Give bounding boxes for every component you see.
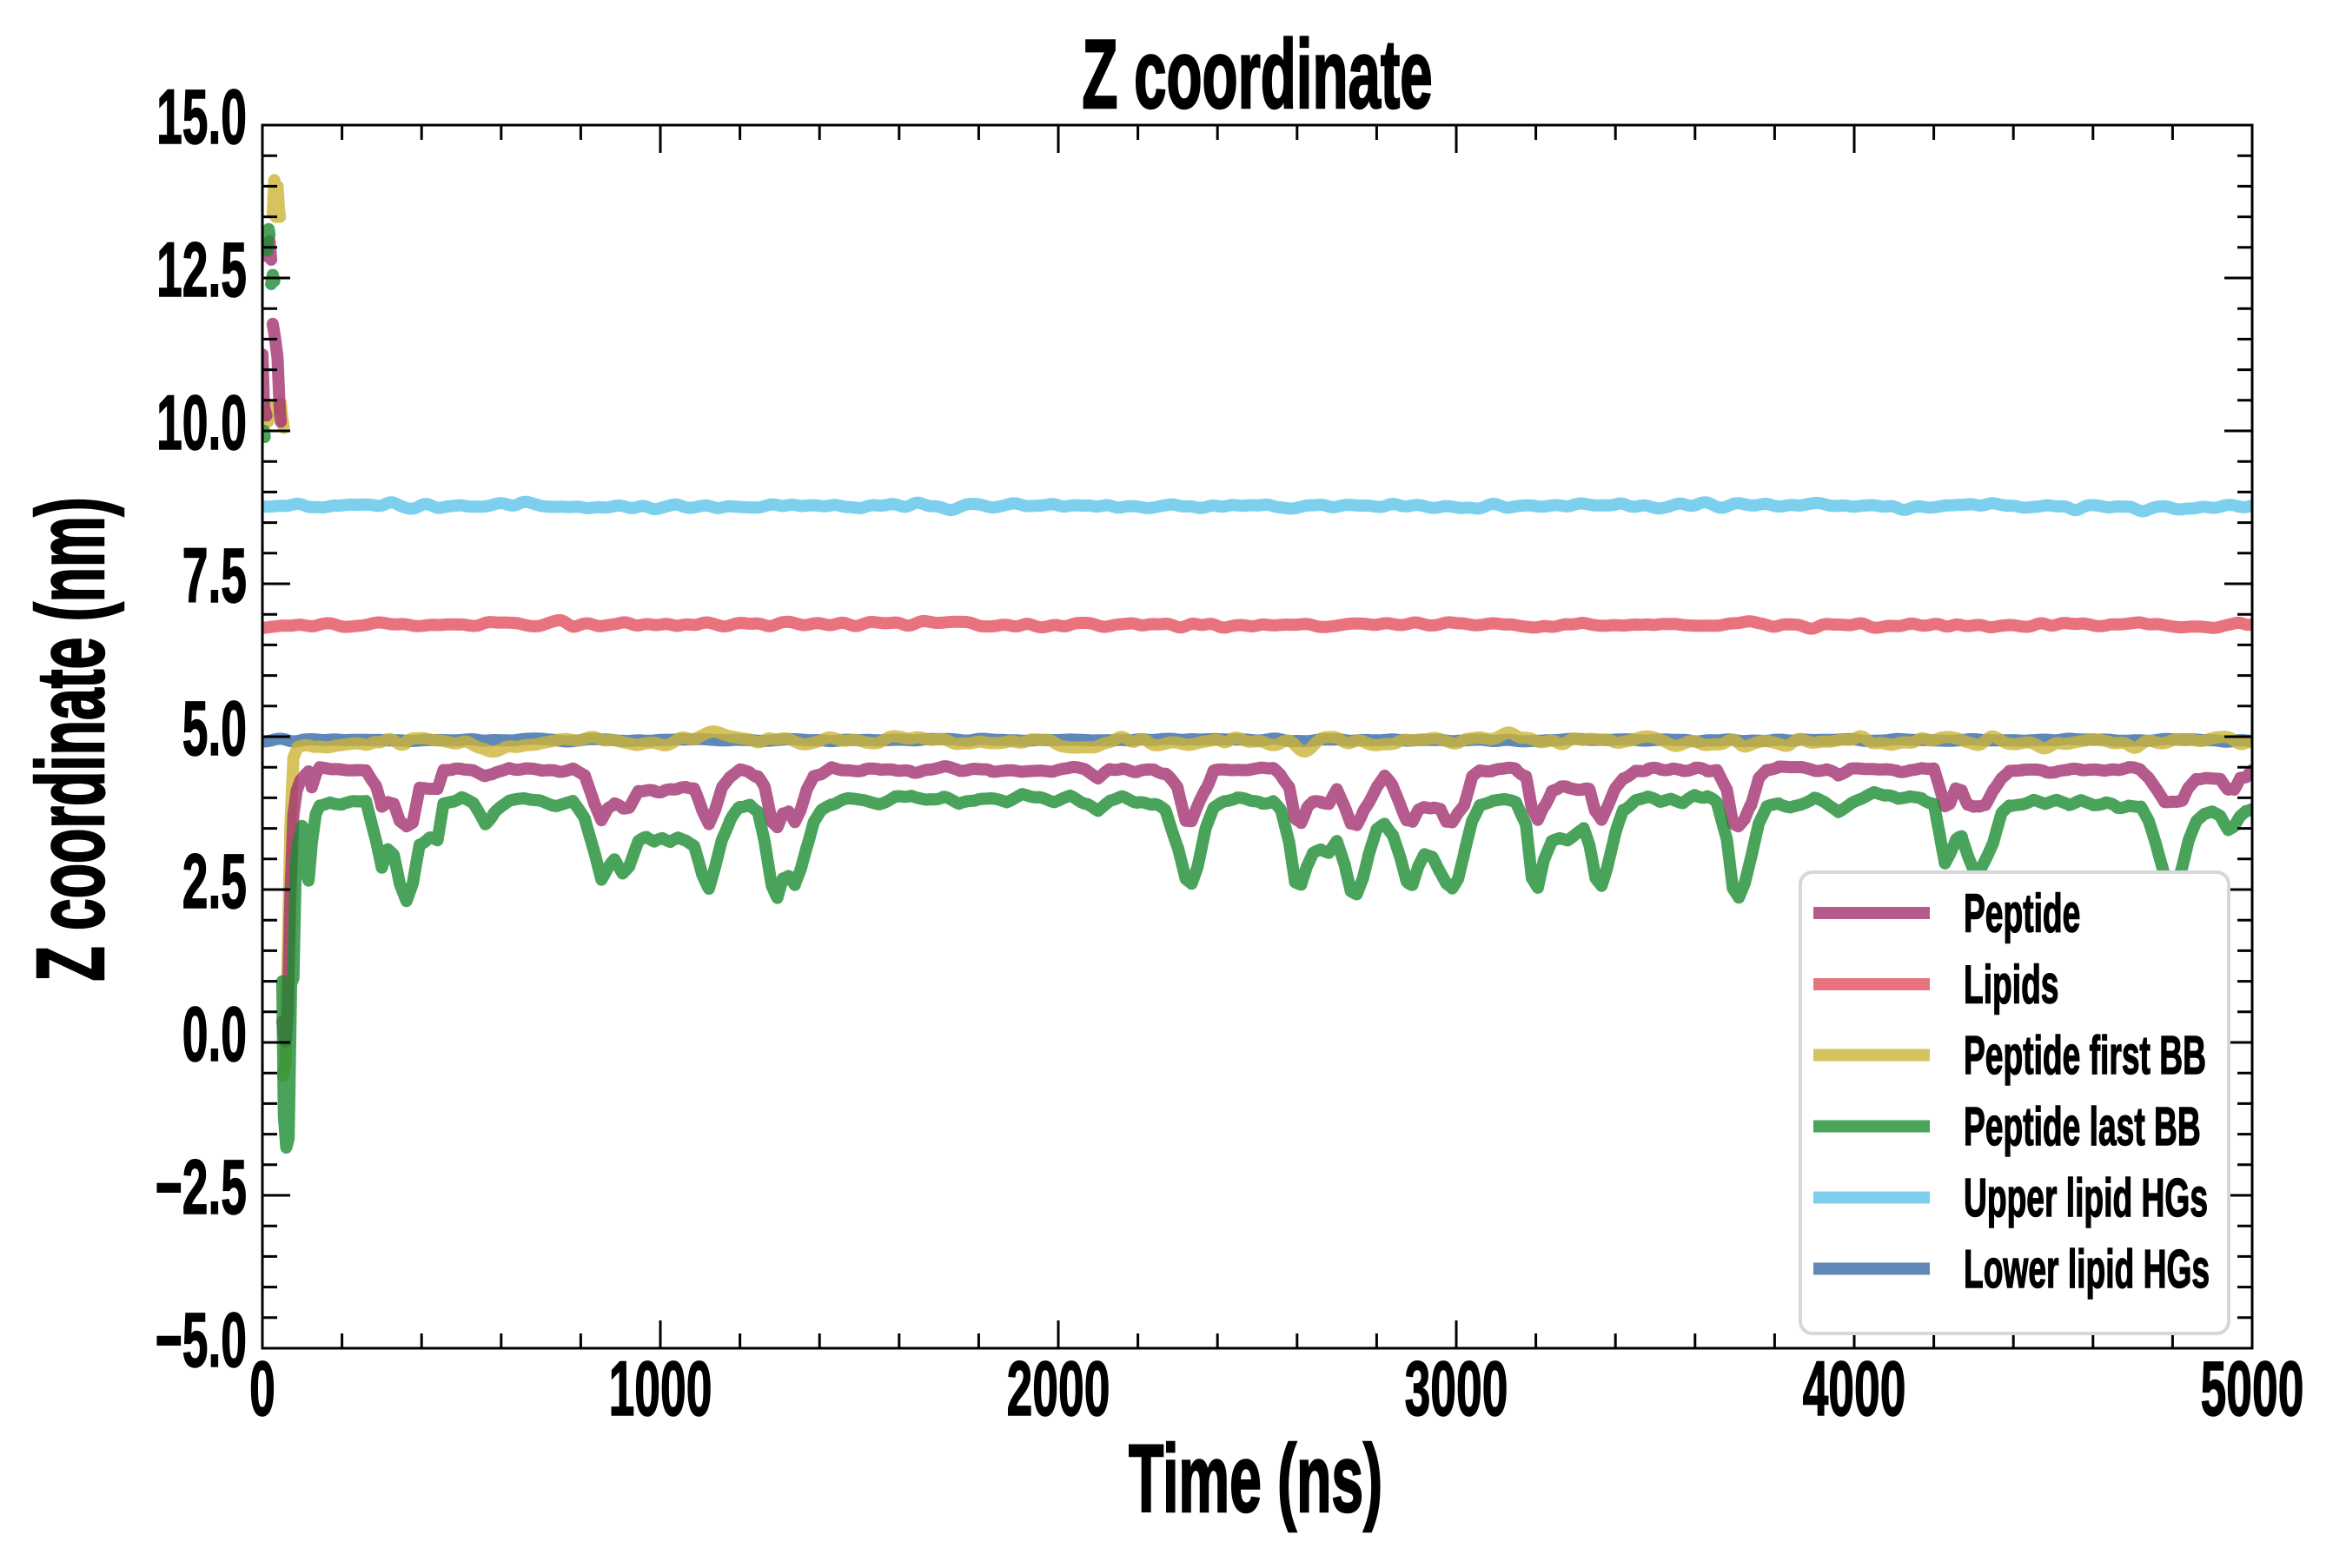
svg-text:Peptide: Peptide: [1964, 883, 2080, 943]
svg-text:2.5: 2.5: [182, 838, 247, 924]
svg-text:Z coordinate: Z coordinate: [1082, 19, 1432, 129]
svg-text:Peptide last BB: Peptide last BB: [1964, 1096, 2201, 1156]
svg-text:Z coordinate (nm): Z coordinate (nm): [18, 497, 124, 981]
svg-text:3000: 3000: [1405, 1346, 1508, 1432]
svg-text:Lipids: Lipids: [1964, 955, 2058, 1015]
svg-text:Lower lipid HGs: Lower lipid HGs: [1964, 1239, 2210, 1299]
svg-text:Upper lipid HGs: Upper lipid HGs: [1964, 1168, 2208, 1227]
svg-text:7.5: 7.5: [182, 533, 247, 619]
svg-text:2000: 2000: [1007, 1346, 1110, 1432]
svg-text:−5.0: −5.0: [156, 1297, 247, 1383]
svg-text:Time (ns): Time (ns): [1129, 1426, 1382, 1532]
svg-text:0: 0: [249, 1346, 275, 1432]
svg-text:Peptide first BB: Peptide first BB: [1964, 1025, 2206, 1085]
svg-text:0.0: 0.0: [182, 991, 247, 1077]
svg-text:5000: 5000: [2201, 1346, 2304, 1432]
svg-text:1000: 1000: [609, 1346, 712, 1432]
svg-text:5.0: 5.0: [182, 685, 247, 771]
svg-text:10.0: 10.0: [156, 380, 247, 466]
svg-text:15.0: 15.0: [156, 74, 247, 160]
svg-text:4000: 4000: [1803, 1346, 1906, 1432]
svg-text:−2.5: −2.5: [156, 1144, 247, 1230]
svg-text:12.5: 12.5: [156, 227, 247, 313]
